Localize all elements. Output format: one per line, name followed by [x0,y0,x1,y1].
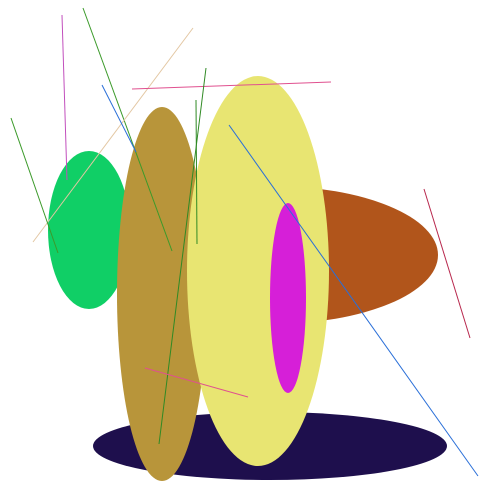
pink-top-line [131,81,332,90]
pink-lower-line [144,367,249,398]
blue-upper-line [101,84,137,153]
darkgreen-short-line [195,99,198,245]
darkgreen-long-line [158,67,207,445]
magenta-line [61,14,68,181]
red-line [423,188,471,339]
left-green-line [10,117,59,254]
tan-line [32,27,194,243]
pale-yellow-ellipse [187,76,329,466]
green-ellipse [48,151,130,309]
magenta-ellipse [270,203,306,393]
blue-diagonal-line [228,124,479,477]
khaki-ellipse [117,107,207,481]
green-line [82,7,173,252]
